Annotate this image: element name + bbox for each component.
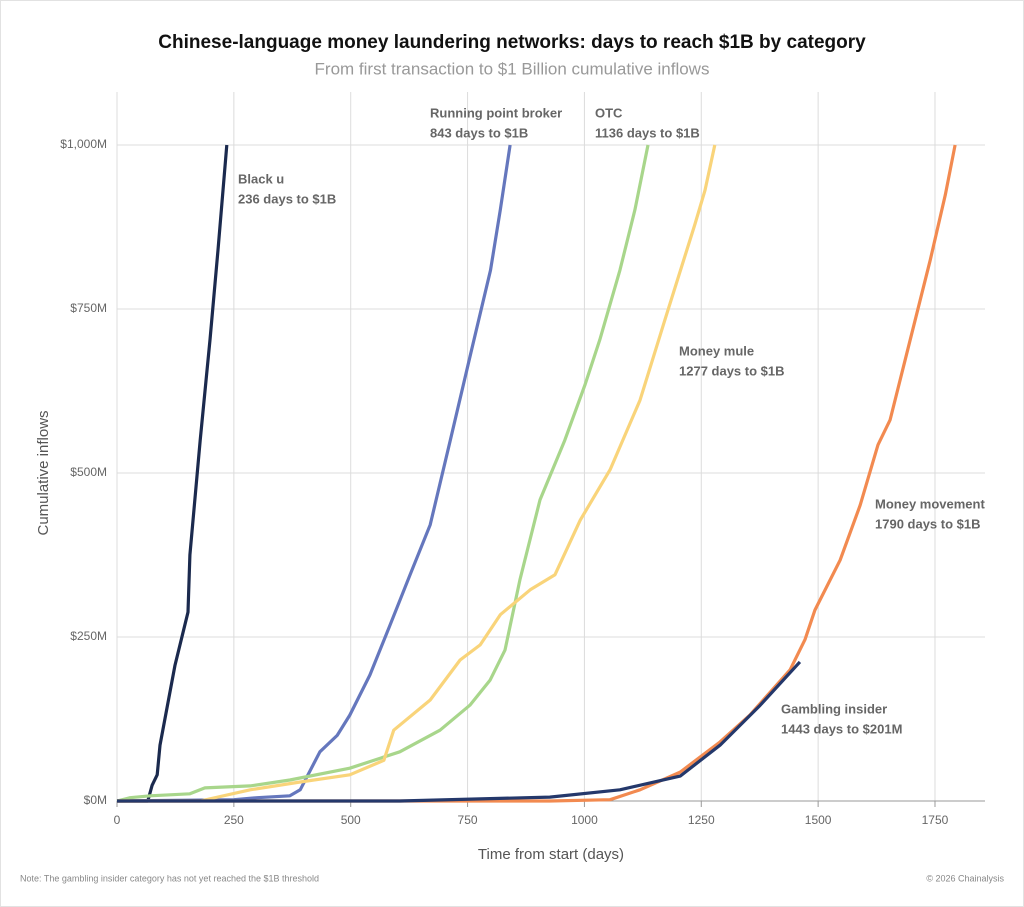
series-line xyxy=(117,144,957,803)
y-tick-label: $0M xyxy=(84,793,107,807)
series-line xyxy=(117,660,802,803)
annotation-name: OTC xyxy=(595,105,623,120)
x-tick-label: 0 xyxy=(114,813,121,827)
annotation-detail: 236 days to $1B xyxy=(238,191,336,206)
annotation-detail: 843 days to $1B xyxy=(430,125,528,140)
x-axis-label: Time from start (days) xyxy=(478,846,624,863)
y-tick-label: $1,000M xyxy=(60,137,107,151)
chart-title: Chinese-language money laundering networ… xyxy=(158,32,866,53)
x-tick-label: 1000 xyxy=(571,813,598,827)
series-line xyxy=(117,144,229,803)
annotation-name: Running point broker xyxy=(430,105,562,120)
annotation-name: Gambling insider xyxy=(781,701,887,716)
source: © 2026 Chainalysis xyxy=(926,873,1004,883)
x-tick-label: 1250 xyxy=(688,813,715,827)
annotation-name: Black u xyxy=(238,171,284,186)
annotation-detail: 1790 days to $1B xyxy=(875,516,981,531)
x-tick-label: 500 xyxy=(341,813,361,827)
y-tick-label: $250M xyxy=(70,629,107,643)
annotation-name: Money movement xyxy=(875,496,985,511)
annotation-detail: 1277 days to $1B xyxy=(679,363,785,378)
y-axis-label: Cumulative inflows xyxy=(35,410,52,535)
y-tick-label: $500M xyxy=(70,465,107,479)
chart-subtitle: From first transaction to $1 Billion cum… xyxy=(315,59,710,78)
series-line xyxy=(116,144,650,803)
note: Note: The gambling insider category has … xyxy=(20,873,319,883)
annotation-detail: 1136 days to $1B xyxy=(595,125,700,140)
x-tick-label: 1500 xyxy=(805,813,832,827)
annotation-detail: 1443 days to $201M xyxy=(781,721,902,736)
x-tick-label: 250 xyxy=(224,813,244,827)
annotation-name: Money mule xyxy=(679,343,754,358)
series-line xyxy=(116,144,512,803)
x-tick-label: 1750 xyxy=(922,813,949,827)
series-line xyxy=(117,144,717,803)
y-tick-label: $750M xyxy=(70,301,107,315)
x-tick-label: 750 xyxy=(458,813,478,827)
